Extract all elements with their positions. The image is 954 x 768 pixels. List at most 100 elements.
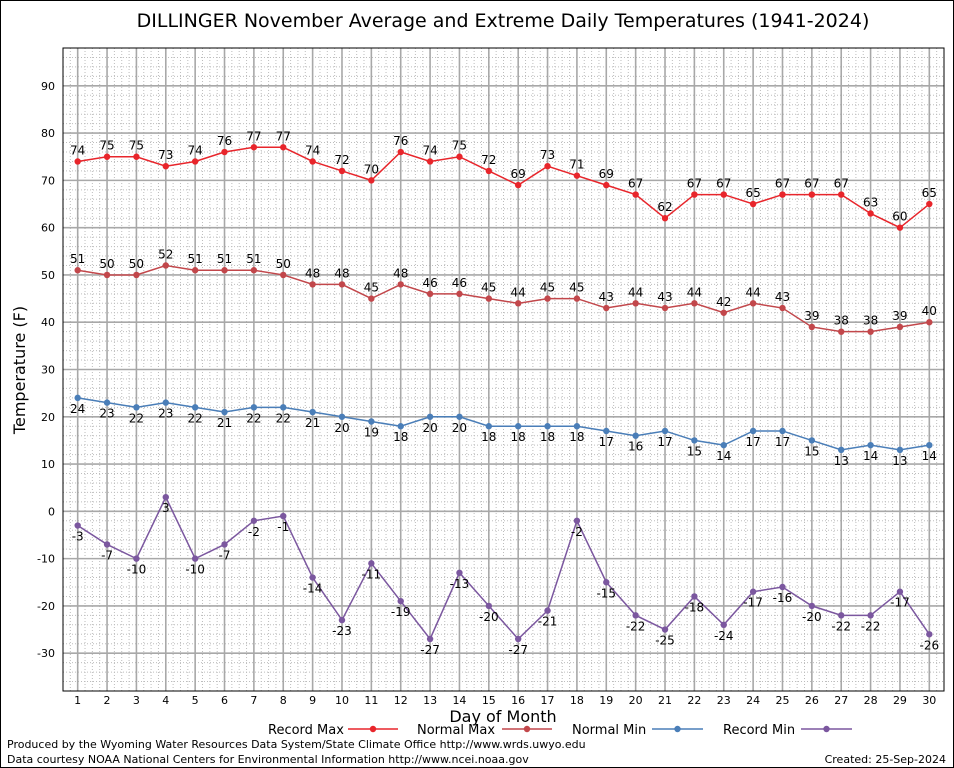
record-max-point bbox=[191, 158, 199, 165]
record-max-point bbox=[250, 144, 258, 151]
normal-min-point bbox=[720, 441, 727, 449]
x-tick-label: 20 bbox=[629, 694, 643, 707]
record-max-point bbox=[456, 153, 463, 160]
normal-min-data-label: 18 bbox=[481, 430, 496, 444]
normal-min-data-label: 22 bbox=[129, 411, 144, 425]
x-tick-label: 22 bbox=[687, 694, 701, 707]
record-max-point bbox=[133, 153, 140, 160]
record-max-data-label: 69 bbox=[511, 167, 526, 181]
normal-min-point bbox=[280, 404, 287, 411]
x-tick-label: 17 bbox=[541, 694, 555, 707]
record-max-point bbox=[397, 148, 404, 156]
record-min-point bbox=[250, 517, 258, 524]
y-axis-label: Temperature (F) bbox=[10, 306, 29, 435]
normal-max-point bbox=[456, 290, 463, 298]
normal-min-data-label: 15 bbox=[687, 444, 702, 458]
record-max-data-label: 65 bbox=[922, 186, 937, 200]
x-tick-label: 24 bbox=[746, 694, 760, 707]
record-min-data-label: -22 bbox=[861, 619, 881, 633]
normal-min-line bbox=[77, 397, 930, 451]
normal-min-data-label: 21 bbox=[217, 416, 232, 430]
normal-max-data-label: 46 bbox=[422, 276, 437, 290]
x-tick-label: 12 bbox=[394, 694, 408, 707]
normal-min-data-label: 23 bbox=[99, 407, 114, 421]
record-max-point bbox=[661, 215, 669, 222]
record-max-line bbox=[77, 146, 930, 229]
normal-max-data-label: 40 bbox=[922, 304, 937, 318]
legend: Record Max Normal Max Normal Min Record Min bbox=[268, 723, 852, 738]
normal-max-point bbox=[867, 328, 874, 335]
normal-min-data-label: 18 bbox=[569, 430, 584, 444]
normal-min-data-label: 14 bbox=[922, 449, 937, 463]
x-tick-label: 27 bbox=[834, 694, 848, 707]
normal-max-data-label: 42 bbox=[716, 295, 731, 309]
normal-max-data-label: 48 bbox=[334, 266, 349, 280]
normal-max-data-label: 38 bbox=[863, 314, 878, 328]
record-min-point bbox=[221, 541, 228, 548]
normal-min-data-label: 17 bbox=[599, 435, 614, 449]
record-max-point bbox=[514, 181, 522, 189]
footer-data-courtesy: Data courtesy NOAA National Centers for … bbox=[7, 753, 529, 766]
record-max-point bbox=[74, 158, 81, 165]
y-tick-label: -10 bbox=[37, 553, 55, 566]
record-max-point bbox=[691, 191, 698, 198]
normal-min-data-label: 17 bbox=[775, 435, 790, 449]
record-min-data-label: -10 bbox=[127, 563, 147, 577]
normal-min-data-label: 24 bbox=[70, 402, 85, 416]
record-min-data-label: -16 bbox=[773, 591, 793, 605]
normal-max-data-label: 50 bbox=[129, 257, 144, 271]
normal-min-data-label: 18 bbox=[540, 430, 555, 444]
normal-max-point bbox=[133, 271, 140, 279]
record-max-point bbox=[573, 172, 581, 179]
record-max-data-label: 74 bbox=[422, 143, 437, 157]
record-max-data-label: 71 bbox=[569, 158, 584, 172]
record-min-point bbox=[280, 512, 287, 520]
record-max-point bbox=[221, 148, 228, 156]
record-min-data-label: -22 bbox=[831, 619, 851, 633]
record-min-data-label: -10 bbox=[185, 563, 205, 577]
normal-min-data-label: 15 bbox=[804, 444, 819, 458]
normal-min-point bbox=[250, 404, 258, 411]
normal-max-data-label: 43 bbox=[775, 290, 790, 304]
record-min-data-label: -11 bbox=[362, 567, 382, 581]
normal-min-data-label: 14 bbox=[716, 449, 731, 463]
normal-max-data-label: 45 bbox=[569, 281, 584, 295]
normal-max-point bbox=[191, 267, 199, 274]
record-min-point bbox=[485, 602, 493, 610]
record-max-data-label: 72 bbox=[334, 153, 349, 167]
normal-max-point bbox=[514, 300, 522, 307]
record-max-point bbox=[485, 167, 493, 175]
y-tick-label: 60 bbox=[41, 222, 55, 235]
x-tick-label: 4 bbox=[162, 694, 169, 707]
record-min-point bbox=[426, 635, 434, 643]
record-min-point bbox=[456, 569, 463, 577]
y-tick-label: -20 bbox=[37, 600, 55, 613]
normal-max-point bbox=[74, 267, 81, 274]
record-min-point bbox=[573, 517, 581, 524]
plot-area bbox=[62, 47, 945, 692]
series-normal-max: 51 50 50 52 51 51 51 50 48 48 45 48 46 46 45 44 45 45 43 44… bbox=[70, 247, 937, 335]
normal-min-point bbox=[485, 423, 493, 430]
record-max-data-label: 74 bbox=[70, 143, 85, 157]
record-max-data-label: 72 bbox=[481, 153, 496, 167]
normal-max-point bbox=[544, 295, 551, 302]
normal-min-point bbox=[926, 441, 933, 449]
record-max-point bbox=[162, 162, 169, 170]
x-tick-label: 14 bbox=[452, 694, 466, 707]
normal-max-data-label: 39 bbox=[892, 309, 907, 323]
x-tick-label: 1 bbox=[74, 694, 81, 707]
record-max-point bbox=[103, 153, 111, 160]
record-min-point bbox=[133, 555, 140, 562]
x-tick-label: 2 bbox=[104, 694, 111, 707]
normal-max-data-label: 45 bbox=[540, 281, 555, 295]
normal-min-point bbox=[309, 408, 316, 416]
record-min-data-label: -25 bbox=[655, 634, 675, 648]
record-max-data-label: 75 bbox=[129, 139, 144, 153]
normal-min-point bbox=[544, 423, 551, 430]
normal-max-point bbox=[250, 267, 258, 274]
record-min-point bbox=[691, 593, 698, 600]
footer-created-date: Created: 25-Sep-2024 bbox=[824, 753, 946, 766]
normal-max-line bbox=[77, 264, 930, 333]
record-max-data-label: 73 bbox=[540, 148, 555, 162]
record-min-data-label: -7 bbox=[101, 548, 113, 562]
